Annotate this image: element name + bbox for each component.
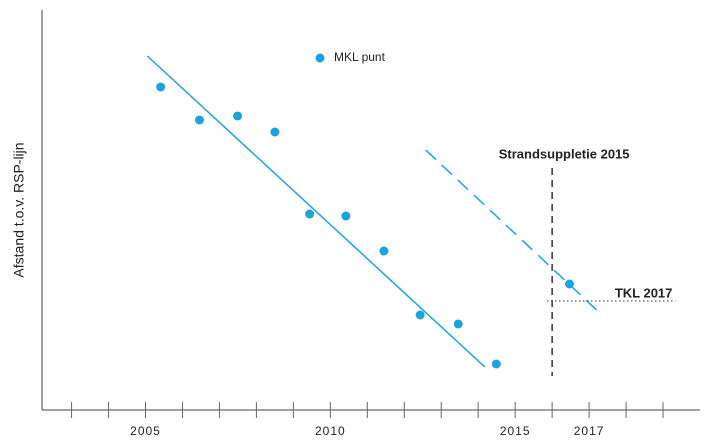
data-point — [233, 111, 243, 121]
data-point — [415, 310, 425, 320]
data-point — [491, 359, 501, 369]
trend-line — [146, 55, 486, 368]
data-point — [379, 246, 389, 256]
event-label: Strandsuppletie 2015 — [499, 146, 630, 161]
y-axis-label: Afstand t.o.v. RSP-lijn — [11, 142, 27, 277]
x-tick-label: 2010 — [315, 424, 346, 438]
data-point — [270, 127, 280, 137]
data-point — [341, 211, 351, 221]
legend-marker — [315, 53, 325, 63]
data-point — [194, 115, 204, 125]
trend-line — [425, 149, 601, 314]
data-point — [453, 319, 463, 329]
threshold-label: TKL 2017 — [615, 285, 673, 300]
data-point — [156, 82, 166, 92]
data-point — [565, 279, 575, 289]
x-tick-label: 2015 — [500, 424, 531, 438]
x-tick-label: 2005 — [130, 424, 161, 438]
data-point — [305, 209, 315, 219]
x-tick-label: 2017 — [574, 424, 605, 438]
legend-label: MKL punt — [334, 50, 386, 64]
